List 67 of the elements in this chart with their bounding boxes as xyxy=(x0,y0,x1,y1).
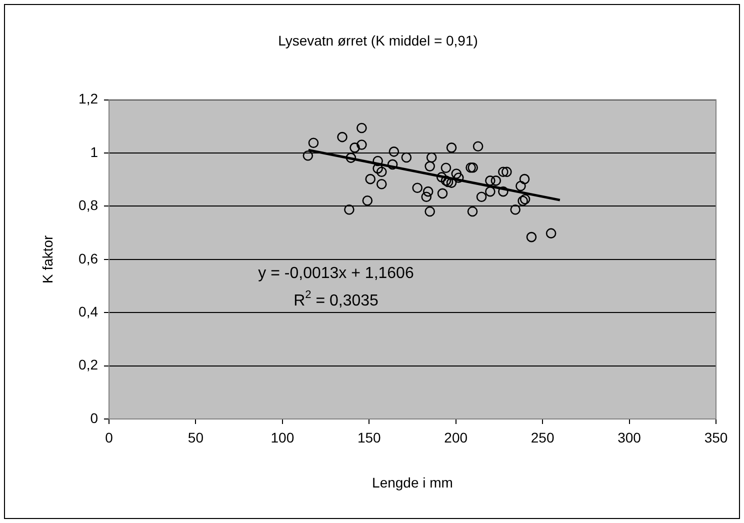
point xyxy=(344,204,354,215)
point xyxy=(422,186,434,197)
point xyxy=(519,174,530,184)
point xyxy=(401,152,412,163)
point xyxy=(510,204,520,215)
x-tick-label: 300 xyxy=(618,429,642,446)
point xyxy=(424,206,435,217)
chart-title: Lysevatn ørret (K middel = 0,91) xyxy=(278,32,478,48)
y-tick-label: 0,2 xyxy=(78,356,98,373)
point xyxy=(468,162,478,173)
point xyxy=(476,192,487,202)
point xyxy=(376,166,387,178)
y-tick-label: 0 xyxy=(90,410,98,426)
point xyxy=(372,163,383,174)
point xyxy=(346,152,356,163)
point xyxy=(426,152,437,163)
x-tick-label: 250 xyxy=(530,429,554,446)
point xyxy=(362,195,373,206)
point xyxy=(437,188,448,199)
point xyxy=(485,186,496,197)
point xyxy=(424,161,435,172)
point xyxy=(337,132,348,142)
point xyxy=(546,228,556,238)
point xyxy=(372,156,383,166)
point xyxy=(356,122,367,134)
point xyxy=(498,166,508,178)
point xyxy=(356,140,367,150)
x-tick-label: 0 xyxy=(105,429,114,446)
point xyxy=(451,168,462,179)
point xyxy=(467,206,478,217)
y-tick-label: 1 xyxy=(90,144,98,160)
point xyxy=(520,194,530,204)
point xyxy=(498,186,508,197)
point xyxy=(412,182,423,193)
y-tick-label: 1,2 xyxy=(78,90,98,107)
point xyxy=(446,142,457,153)
point xyxy=(440,162,452,174)
point xyxy=(350,142,360,153)
x-tick-label: 50 xyxy=(188,429,204,446)
x-tick-label: 350 xyxy=(704,429,728,446)
x-tick-label: 150 xyxy=(357,429,382,446)
point xyxy=(526,232,537,242)
point xyxy=(421,192,432,202)
point xyxy=(446,178,457,188)
x-axis-title: Lengde i mm xyxy=(372,474,453,490)
point xyxy=(516,180,526,192)
point xyxy=(472,141,484,152)
point xyxy=(436,172,447,182)
point xyxy=(388,146,400,157)
point xyxy=(365,174,376,184)
y-axis-title: K faktor xyxy=(39,234,56,284)
point xyxy=(490,176,502,186)
y-tick-label: 0,4 xyxy=(78,303,98,320)
point xyxy=(387,159,398,170)
point xyxy=(302,150,314,161)
point xyxy=(453,172,464,183)
point xyxy=(308,138,319,148)
point xyxy=(518,196,528,206)
point xyxy=(466,162,476,173)
y-tick-label: 0,8 xyxy=(78,197,98,214)
point xyxy=(502,166,512,178)
annotation: y = -0,0013x + 1,1606 xyxy=(258,264,414,282)
point xyxy=(485,176,496,186)
point xyxy=(376,178,387,190)
y-tick-label: 0,6 xyxy=(78,250,98,266)
x-tick-label: 100 xyxy=(270,429,294,446)
x-tick-label: 200 xyxy=(444,429,468,446)
